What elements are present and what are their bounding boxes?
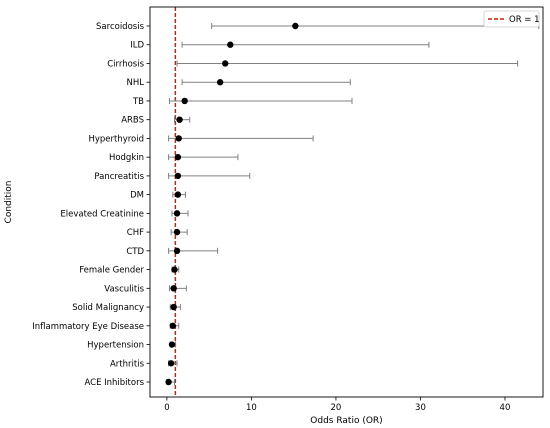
point-ace-inhibitors	[165, 378, 172, 386]
x-tick-labels: 0 10 20 30 40	[164, 397, 510, 413]
point-hodgkin	[174, 153, 182, 161]
y-tick-label-solid-malignancy: Solid Malignancy	[72, 303, 144, 313]
point-tb	[181, 97, 188, 105]
y-tick-labels: Sarcoidosis ILD Cirrhosis NHL TB ARBS Hyperthy…	[32, 22, 150, 388]
y-tick-label-vasculitis: Vasculitis	[104, 284, 144, 294]
y-tick-label-pancreatitis: Pancreatitis	[94, 172, 144, 182]
y-tick-label-inflammatory-eye-disease: Inflammatory Eye Disease	[32, 322, 144, 332]
x-tick-label-40: 40	[500, 403, 511, 413]
point-sarcoidosis	[292, 22, 299, 30]
y-tick-label-hodgkin: Hodgkin	[109, 153, 144, 163]
legend: OR = 1	[483, 10, 540, 28]
y-tick-label-hyperthyroid: Hyperthyroid	[88, 134, 144, 144]
point-female-gender	[171, 266, 178, 273]
x-tick-label-0: 0	[164, 403, 169, 413]
point-hyperthyroid	[175, 135, 182, 142]
point-solid-malignancy	[170, 303, 177, 311]
plot-frame	[149, 6, 544, 398]
point-inflammatory-eye-disease	[169, 322, 177, 329]
point-vasculitis	[170, 285, 177, 292]
y-tick-label-ctd: CTD	[126, 247, 144, 257]
y-tick-label-sarcoidosis: Sarcoidosis	[96, 22, 145, 32]
point-elevated-creatinine	[173, 210, 181, 217]
y-tick-label-female-gender: Female Gender	[79, 266, 144, 276]
y-tick-label-arbs: ARBS	[121, 116, 144, 126]
x-tick-label-30: 30	[415, 403, 426, 413]
y-tick-label-ild: ILD	[130, 41, 144, 51]
point-chf	[173, 228, 181, 236]
point-arthritis	[167, 360, 175, 367]
point-cirrhosis	[222, 60, 229, 67]
point-pancreatitis	[174, 172, 182, 180]
error-bars-layer	[166, 23, 540, 385]
legend-box	[483, 10, 540, 28]
point-ild	[227, 41, 234, 48]
x-axis-label: Odds Ratio (OR)	[310, 416, 382, 426]
y-tick-label-tb: TB	[132, 97, 144, 107]
point-nhl	[216, 79, 224, 86]
point-arbs	[176, 116, 183, 123]
y-tick-label-arthritis: Arthritis	[110, 359, 145, 369]
odds-ratio-points-layer	[165, 22, 299, 386]
y-tick-label-cirrhosis: Cirrhosis	[107, 59, 144, 69]
y-tick-label-nhl: NHL	[127, 78, 145, 88]
x-tick-label-10: 10	[246, 403, 257, 413]
x-tick-label-20: 20	[331, 403, 342, 413]
legend-entry-or-1: OR = 1	[509, 15, 540, 25]
y-tick-label-chf: CHF	[127, 228, 144, 238]
point-ctd	[173, 247, 181, 255]
y-axis-label: Condition	[4, 181, 14, 224]
point-hypertension	[168, 341, 176, 348]
y-tick-label-ace-inhibitors: ACE Inhibitors	[84, 378, 144, 388]
y-tick-label-hypertension: Hypertension	[87, 341, 144, 351]
point-dm	[174, 191, 182, 198]
y-tick-label-elevated-creatinine: Elevated Creatinine	[60, 209, 144, 219]
y-tick-label-dm: DM	[130, 191, 144, 201]
